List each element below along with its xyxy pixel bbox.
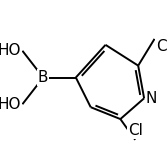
Text: Cl: Cl [156,39,168,54]
Text: B: B [38,70,48,85]
Text: N: N [146,91,157,106]
Text: HO: HO [0,97,21,112]
Text: Cl: Cl [128,123,143,138]
Text: HO: HO [0,43,21,58]
